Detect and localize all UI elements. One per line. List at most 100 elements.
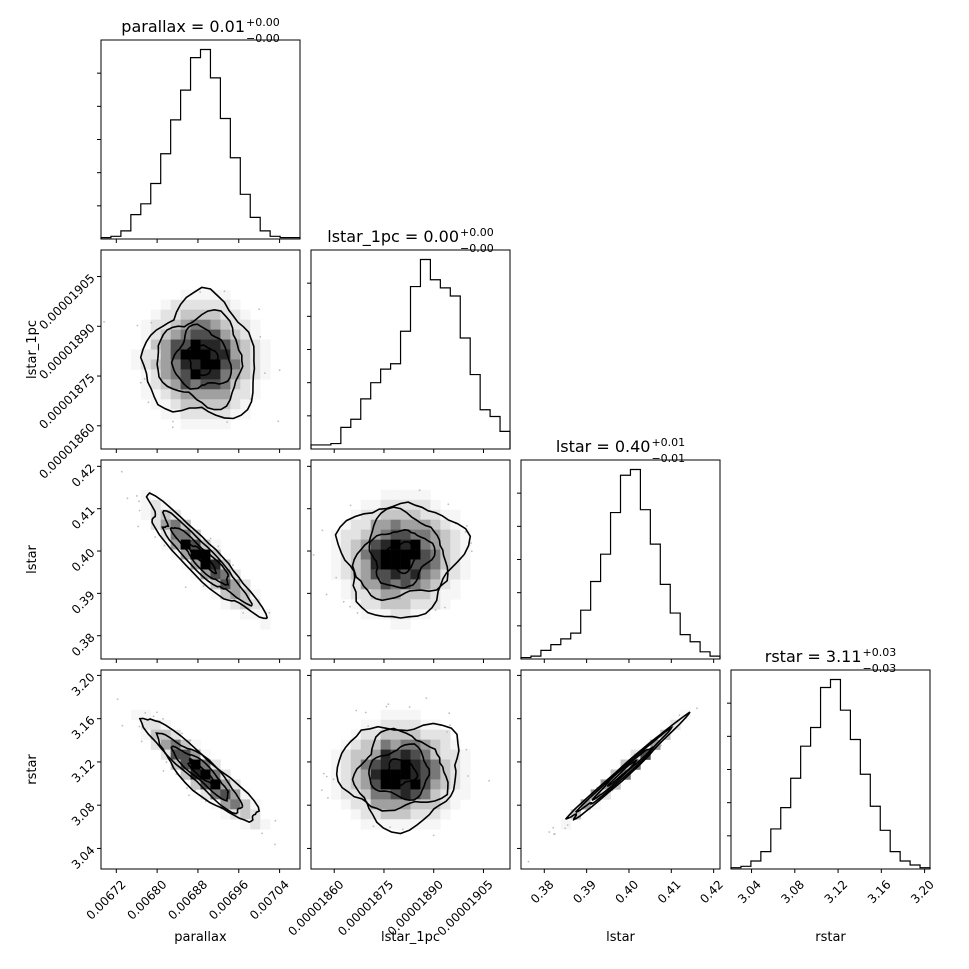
density-cell bbox=[210, 299, 221, 310]
y-axis-label: lstar_1pc bbox=[25, 320, 40, 379]
title-value: parallax = 0.01 bbox=[121, 17, 245, 36]
sample-point bbox=[425, 697, 428, 700]
density-cell bbox=[380, 509, 391, 520]
density-cell bbox=[460, 789, 471, 800]
density-cell bbox=[160, 339, 171, 350]
density-cell bbox=[150, 319, 161, 330]
sample-point bbox=[552, 826, 555, 829]
x-axis-lstar: 0.38 0.39 0.40 0.41 0.42 lstar bbox=[528, 877, 726, 945]
density-cell bbox=[420, 549, 431, 560]
density-cell bbox=[430, 809, 441, 820]
density-cell bbox=[170, 529, 181, 540]
density-cell bbox=[240, 789, 251, 800]
density-cell bbox=[400, 549, 411, 560]
sample-point bbox=[138, 509, 141, 512]
density-cell bbox=[400, 589, 411, 600]
contour-line bbox=[591, 745, 654, 802]
density-cell bbox=[240, 819, 251, 830]
xtick-label: 3.16 bbox=[865, 877, 894, 906]
sample-point bbox=[467, 775, 470, 777]
density-cell bbox=[340, 579, 352, 590]
density-cell bbox=[430, 799, 441, 810]
density-cell bbox=[210, 419, 221, 430]
density-cell bbox=[230, 409, 241, 420]
xtick-label: 0.42 bbox=[697, 877, 726, 906]
contour-line bbox=[139, 286, 256, 420]
density-cell bbox=[390, 609, 401, 620]
density-cell bbox=[440, 579, 451, 590]
density-cell bbox=[460, 529, 471, 540]
density-cell bbox=[140, 719, 152, 730]
density-cell bbox=[200, 359, 211, 370]
density-cell bbox=[390, 509, 401, 520]
sample-point bbox=[364, 711, 367, 714]
density-cell bbox=[210, 559, 221, 570]
density-cell bbox=[420, 569, 431, 580]
density-cell bbox=[430, 599, 441, 610]
sample-point bbox=[156, 711, 158, 714]
density-cell bbox=[450, 539, 461, 550]
sample-point bbox=[186, 787, 188, 790]
density-cell bbox=[360, 759, 371, 770]
density-cell bbox=[410, 519, 421, 530]
density-cell bbox=[360, 719, 371, 730]
density-cell bbox=[580, 799, 591, 810]
density-cell bbox=[390, 489, 401, 501]
sample-point bbox=[678, 714, 681, 717]
density-cell bbox=[340, 569, 352, 580]
density-cell bbox=[410, 489, 421, 501]
ytick-label: 0.40 bbox=[69, 546, 98, 575]
density-cell bbox=[360, 819, 371, 830]
density-cell bbox=[400, 599, 411, 610]
density-cell bbox=[200, 299, 211, 310]
sample-point bbox=[548, 831, 551, 833]
density-cell bbox=[420, 489, 431, 501]
density-cell bbox=[250, 369, 261, 380]
scatter-panel-lstar_1pc-vs-rstar bbox=[307, 669, 511, 873]
sample-point bbox=[223, 290, 226, 293]
density-cell bbox=[190, 399, 201, 410]
panel-frame bbox=[100, 669, 301, 870]
sample-point bbox=[209, 537, 212, 540]
density-cell bbox=[370, 569, 381, 580]
sample-point bbox=[162, 717, 164, 720]
density-cell bbox=[330, 559, 342, 570]
density-cell bbox=[450, 589, 461, 600]
sample-point bbox=[349, 605, 351, 608]
sample-point bbox=[342, 600, 345, 603]
sample-point bbox=[181, 732, 183, 735]
density-cell bbox=[350, 509, 362, 520]
density-cell bbox=[360, 599, 371, 610]
sample-point bbox=[116, 698, 119, 701]
density-cell bbox=[330, 749, 342, 760]
density-cell bbox=[240, 399, 251, 410]
density-cell bbox=[150, 729, 161, 740]
scatter-panel-parallax-vs-lstar bbox=[97, 459, 301, 663]
sample-point bbox=[184, 586, 187, 589]
density-cell bbox=[350, 559, 362, 570]
density-cell bbox=[380, 719, 391, 730]
sample-point bbox=[217, 545, 220, 548]
hist-title-lstar_1pc: lstar_1pc = 0.00 +0.00 −0.00 bbox=[327, 226, 494, 255]
ytick-label: 0.42 bbox=[69, 461, 98, 490]
density-cell bbox=[410, 809, 421, 820]
contour-line bbox=[170, 323, 233, 390]
density-cell bbox=[220, 779, 231, 790]
density-cell bbox=[170, 539, 181, 550]
density-cell bbox=[170, 409, 181, 420]
density-cell bbox=[240, 369, 251, 380]
density-cell bbox=[140, 389, 152, 400]
density-cell bbox=[350, 739, 362, 750]
scatter-panel-parallax-vs-rstar bbox=[97, 669, 301, 873]
density-cell bbox=[420, 799, 431, 810]
density-cell bbox=[210, 359, 221, 370]
density-cell bbox=[400, 729, 411, 740]
sample-point bbox=[527, 860, 530, 863]
xtick-label: 0.41 bbox=[655, 877, 684, 906]
density-cell bbox=[440, 559, 451, 570]
xtick-label: 0.40 bbox=[613, 877, 642, 906]
sample-point bbox=[321, 529, 324, 532]
density-cell bbox=[400, 789, 411, 800]
contour-line bbox=[334, 501, 472, 619]
density-cell bbox=[260, 819, 271, 830]
